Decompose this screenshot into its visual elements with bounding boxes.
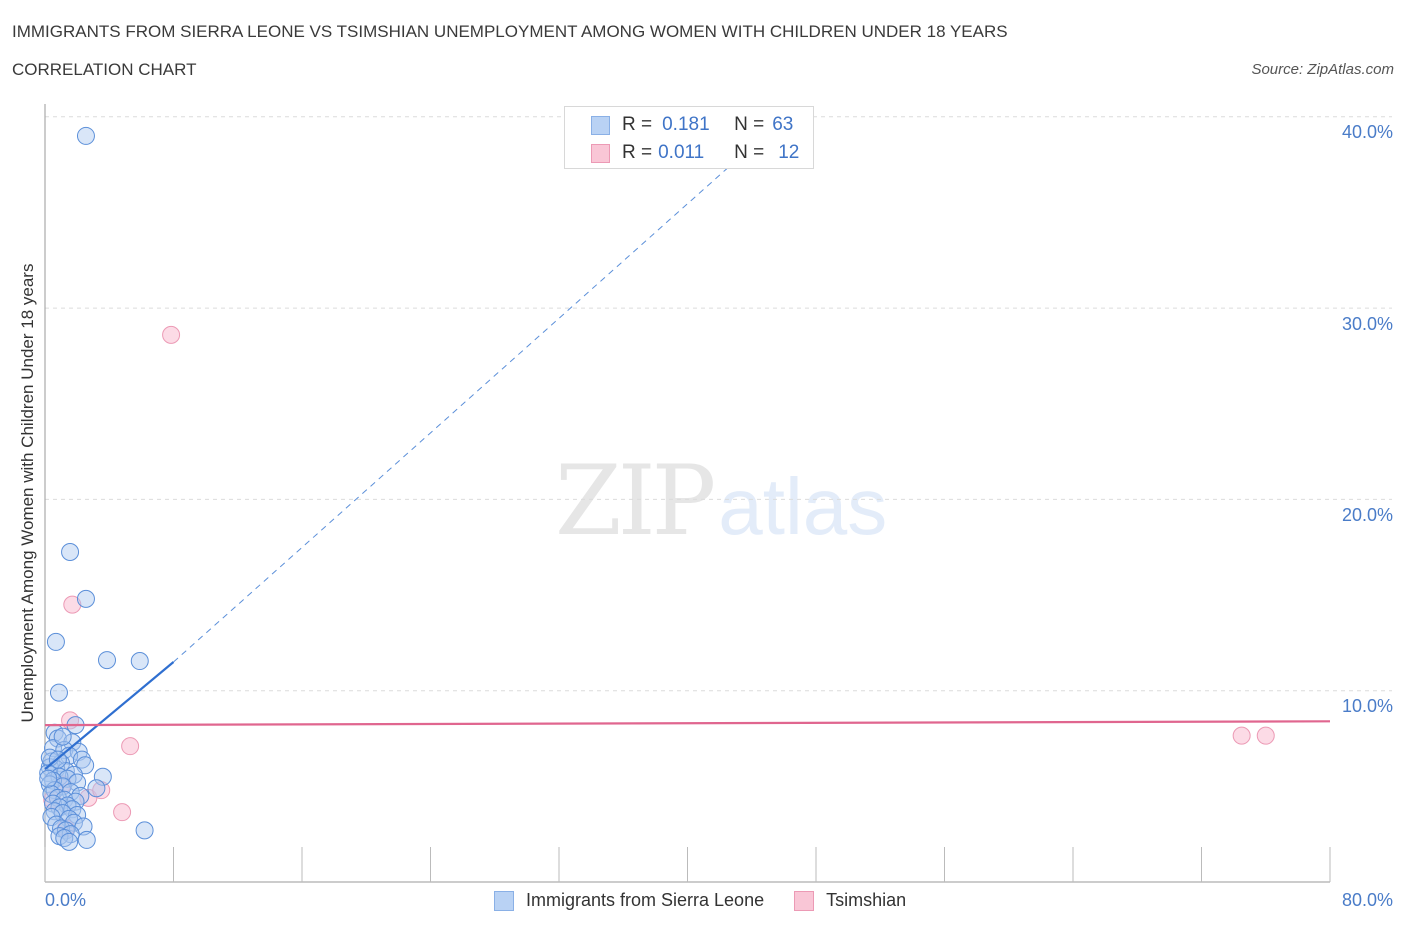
x-tick-80: 80.0%: [1341, 890, 1393, 910]
gridlines: [45, 116, 1392, 692]
n-label: N =: [734, 142, 765, 163]
data-point: [49, 683, 68, 702]
n-label: N =: [734, 114, 765, 135]
data-point: [76, 589, 95, 608]
stats-row-sierra-leone: R = 0.181 N = 63: [591, 114, 793, 136]
r-label: R =: [622, 114, 653, 135]
data-point: [98, 651, 117, 670]
trend-lines: [44, 160, 1331, 770]
data-point: [162, 325, 181, 344]
stats-legend: R = 0.181 N = 63 R = 0.011 N = 12: [564, 106, 814, 169]
data-point: [130, 652, 149, 671]
data-point: [39, 769, 58, 788]
stats-row-tsimshian: R = 0.011 N = 12: [591, 142, 799, 164]
legend-item-sierra-leone[interactable]: Immigrants from Sierra Leone: [494, 890, 764, 911]
legend-label: Immigrants from Sierra Leone: [526, 890, 765, 910]
r-label: R =: [622, 142, 653, 163]
data-point: [60, 832, 79, 851]
legend-label: Tsimshian: [826, 890, 907, 910]
data-point: [1232, 726, 1251, 745]
r-value: 0.181: [662, 114, 710, 135]
data-point: [63, 800, 82, 819]
data-point: [72, 750, 91, 769]
source-credit: Source: ZipAtlas.com: [1251, 61, 1394, 78]
data-point: [135, 821, 154, 840]
tsimshian-points: [43, 325, 1275, 838]
data-point: [1256, 726, 1275, 745]
y-tick-20: 20.0%: [1341, 505, 1393, 525]
y-axis-label: Unemployment Among Women with Children U…: [18, 263, 37, 723]
data-point: [77, 830, 96, 849]
data-point: [63, 595, 82, 614]
y-tick-30: 30.0%: [1341, 314, 1393, 334]
data-point: [55, 741, 74, 760]
blue-swatch-icon: [591, 115, 610, 135]
blue-swatch-icon: [494, 890, 514, 911]
data-point: [53, 727, 72, 746]
data-point: [87, 779, 106, 798]
r-value: 0.011: [658, 142, 705, 163]
n-value: 63: [772, 114, 794, 135]
data-point: [44, 739, 63, 758]
y-tick-10: 10.0%: [1341, 696, 1393, 716]
pink-swatch-icon: [591, 143, 610, 163]
chart-subtitle: CORRELATION CHART: [12, 60, 197, 79]
x-tick-0: 0.0%: [45, 890, 87, 910]
tsimshian-trend: [44, 720, 1331, 727]
data-point: [76, 126, 95, 145]
data-point: [93, 767, 112, 786]
data-point: [68, 773, 87, 792]
series-legend: Immigrants from Sierra Leone Tsimshian: [494, 890, 936, 911]
chart-title: IMMIGRANTS FROM SIERRA LEONE VS TSIMSHIA…: [12, 22, 1008, 41]
data-point: [61, 543, 80, 562]
data-point: [113, 803, 132, 822]
data-point: [121, 737, 140, 756]
pink-swatch-icon: [794, 890, 815, 911]
data-point: [46, 632, 65, 651]
axes: [44, 104, 1331, 883]
sierra-leone-trend-dashed: [173, 160, 737, 663]
legend-item-tsimshian[interactable]: Tsimshian: [794, 890, 906, 911]
n-value: 12: [778, 142, 800, 163]
y-tick-40: 40.0%: [1341, 122, 1393, 142]
sierra-leone-trend-solid: [44, 661, 175, 770]
